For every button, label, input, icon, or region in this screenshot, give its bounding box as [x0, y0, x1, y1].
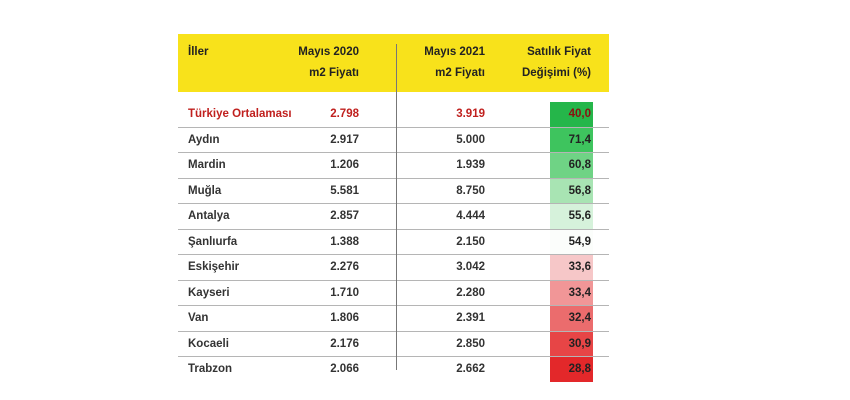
price-may-2020: 5.581: [330, 184, 359, 197]
price-may-2020: 2.066: [330, 363, 359, 375]
header-change-line2: Değişimi (%): [521, 67, 591, 79]
price-may-2020: 1.710: [330, 286, 359, 299]
price-may-2020: 1.206: [330, 159, 359, 171]
price-may-2020: 2.276: [330, 261, 359, 273]
price-may-2021: 3.042: [456, 261, 485, 273]
price-may-2021: 2.391: [456, 312, 485, 324]
header-may-2021-line1: Mayıs 2021: [424, 46, 485, 58]
city-name: Kocaeli: [188, 337, 229, 350]
city-name: Kayseri: [188, 286, 230, 299]
change-percent: 33,6: [550, 255, 593, 280]
city-name: Antalya: [188, 210, 230, 222]
table-row: Trabzon 2.066 2.662 28,8: [178, 357, 609, 382]
table-row-average: Türkiye Ortalaması 2.798 3.919 40,0: [178, 102, 609, 128]
city-name: Aydın: [188, 133, 220, 146]
price-may-2020: 2.857: [330, 210, 359, 222]
city-name: Trabzon: [188, 363, 233, 375]
table-row: Muğla 5.581 8.750 56,8: [178, 178, 609, 204]
city-name: Şanlıurfa: [188, 235, 238, 248]
price-may-2021: 2.150: [456, 235, 485, 248]
price-may-2020: 2.176: [330, 337, 359, 350]
change-percent: 40,0: [550, 102, 593, 127]
table-body: Türkiye Ortalaması 2.798 3.919 40,0 Aydın 2.9…: [178, 102, 609, 382]
price-may-2021: 2.850: [456, 337, 485, 350]
change-percent: 60,8: [550, 153, 593, 178]
header-may-2020-line1: Mayıs 2020: [298, 46, 359, 58]
price-may-2021: 1.939: [456, 159, 485, 171]
price-may-2020: 2.917: [330, 133, 359, 146]
header-may-2021: Mayıs 2021 m2 Fiyatı: [424, 42, 485, 84]
change-percent: 54,9: [550, 229, 593, 254]
price-may-2021: 8.750: [456, 184, 485, 197]
header-city: İller: [188, 42, 208, 63]
price-may-2020: 1.388: [330, 235, 359, 248]
change-percent: 28,8: [550, 357, 593, 382]
price-may-2021: 3.919: [456, 108, 485, 120]
change-percent: 71,4: [550, 127, 593, 152]
change-percent: 30,9: [550, 331, 593, 356]
header-city-label: İller: [188, 46, 209, 58]
header-may-2020: Mayıs 2020 m2 Fiyatı: [298, 42, 359, 84]
header-may-2020-line2: m2 Fiyatı: [309, 67, 359, 79]
city-name: Van: [188, 312, 209, 324]
table-row: Şanlıurfa 1.388 2.150 54,9: [178, 229, 609, 255]
price-may-2020: 2.798: [330, 108, 359, 120]
city-name: Mardin: [188, 159, 226, 171]
price-change-table: İller Mayıs 2020 m2 Fiyatı Mayıs 2021 m2…: [178, 34, 609, 382]
price-may-2021: 2.280: [456, 286, 485, 299]
change-percent: 56,8: [550, 178, 593, 203]
table-header: İller Mayıs 2020 m2 Fiyatı Mayıs 2021 m2…: [178, 34, 609, 92]
city-name: Türkiye Ortalaması: [188, 108, 292, 120]
change-percent: 32,4: [550, 306, 593, 331]
table-row: Aydın 2.917 5.000 71,4: [178, 127, 609, 153]
table-row: Antalya 2.857 4.444 55,6: [178, 204, 609, 230]
table-row: Eskişehir 2.276 3.042 33,6: [178, 255, 609, 281]
table-row: Van 1.806 2.391 32,4: [178, 306, 609, 332]
column-divider: [396, 44, 397, 370]
header-change-line1: Satılık Fiyat: [527, 46, 591, 58]
table-row: Kocaeli 2.176 2.850 30,9: [178, 331, 609, 357]
header-may-2021-line2: m2 Fiyatı: [435, 67, 485, 79]
change-percent: 55,6: [550, 204, 593, 229]
city-name: Muğla: [188, 184, 222, 197]
change-percent: 33,4: [550, 280, 593, 305]
price-may-2021: 4.444: [456, 210, 485, 222]
price-may-2021: 5.000: [456, 133, 485, 146]
city-name: Eskişehir: [188, 261, 240, 273]
table-row: Mardin 1.206 1.939 60,8: [178, 153, 609, 179]
table-row: Kayseri 1.710 2.280 33,4: [178, 280, 609, 306]
header-change: Satılık Fiyat Değişimi (%): [522, 42, 591, 84]
price-may-2021: 2.662: [456, 363, 485, 375]
price-may-2020: 1.806: [330, 312, 359, 324]
